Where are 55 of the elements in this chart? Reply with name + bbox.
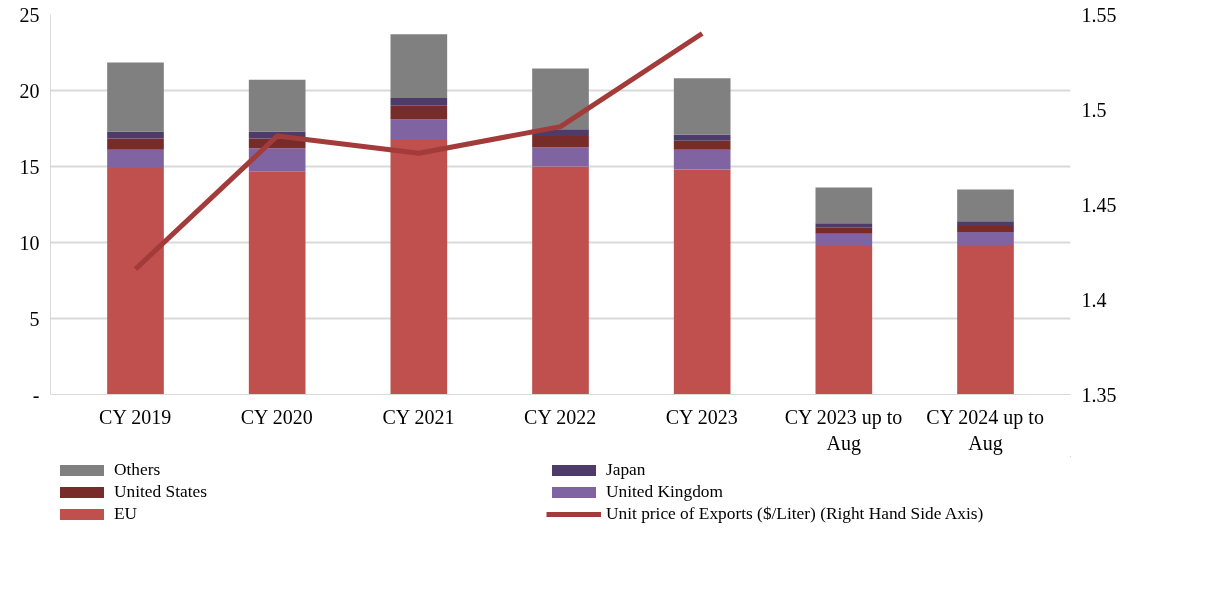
y2-tick-label: 1.4 [1081, 288, 1107, 311]
bar [532, 68, 589, 130]
bar [673, 140, 731, 150]
bar [815, 233, 873, 246]
bar [957, 232, 1014, 245]
legend-label: EU [114, 504, 139, 524]
x-tick-label: CY 2024 up to Aug [926, 405, 1044, 455]
bar [390, 139, 448, 395]
y2-tick-label: 1.35 [1081, 383, 1117, 406]
y2-tick-label: 1.45 [1081, 193, 1117, 216]
bar [248, 148, 306, 172]
bar [390, 98, 448, 106]
bar [673, 78, 731, 135]
y-tick-label: 20 [19, 79, 40, 102]
bar [673, 149, 731, 170]
bar [532, 166, 589, 395]
legend-label: Unit price of Exports ($/Liter) (Right Hand Side Axis) [606, 504, 985, 524]
bar [957, 189, 1014, 222]
bar [957, 225, 1014, 233]
bar [390, 105, 448, 120]
x-tick-label: CY 2023 [665, 405, 738, 428]
bar [248, 79, 306, 132]
bar [815, 187, 873, 224]
bar [532, 147, 589, 167]
y-tick-label: 25 [19, 3, 40, 26]
bar [390, 34, 448, 99]
x-tick-label: CY 2019 [99, 405, 172, 428]
legend-label: United States [114, 482, 208, 502]
y2-tick-label: 1.5 [1081, 98, 1107, 121]
legend-label: Others [114, 460, 162, 480]
bar [107, 149, 164, 169]
legend-label: United Kingdom [606, 482, 724, 502]
bar [248, 171, 306, 395]
y-tick-label: 5 [29, 307, 40, 330]
bar [673, 134, 731, 141]
x-tick-label: CY 2022 [524, 405, 597, 428]
x-tick-label: CY 2023 up to Aug [784, 405, 903, 455]
bar [107, 138, 164, 150]
y2-tick-label: 1.55 [1081, 3, 1117, 26]
y-tick-label: - [32, 383, 40, 406]
bar [815, 227, 873, 234]
legend-label: Japan [606, 460, 647, 480]
bar [107, 168, 164, 395]
bar [532, 136, 589, 148]
bar [815, 246, 873, 395]
bar [815, 223, 873, 228]
x-tick-label: CY 2021 [382, 405, 455, 428]
bar [957, 221, 1014, 226]
bar [673, 169, 731, 395]
y-tick-label: 15 [19, 155, 40, 178]
bar [107, 62, 164, 132]
y-tick-label: 10 [19, 231, 40, 254]
bar [957, 244, 1014, 395]
x-tick-label: CY 2020 [240, 405, 313, 428]
bar [390, 119, 448, 140]
